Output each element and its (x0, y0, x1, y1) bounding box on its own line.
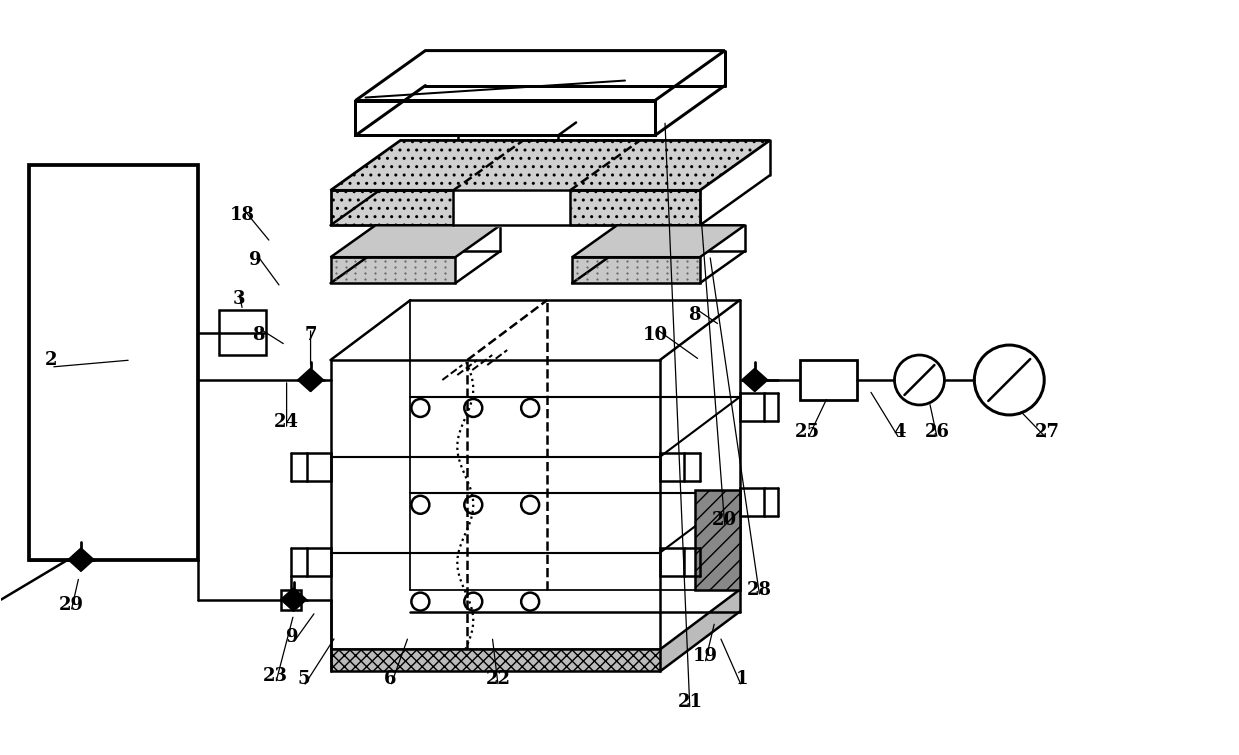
Bar (280, 590, 301, 609)
Text: 20: 20 (712, 510, 737, 528)
Text: 8: 8 (253, 326, 265, 344)
Polygon shape (572, 225, 745, 257)
Bar (356, 100, 655, 135)
Text: 1: 1 (736, 670, 748, 689)
Polygon shape (660, 590, 740, 671)
Bar (331, 257, 455, 283)
Bar (740, 393, 763, 421)
Text: 26: 26 (926, 423, 950, 441)
Text: 4: 4 (893, 423, 906, 441)
Text: 23: 23 (263, 667, 289, 686)
Text: 9: 9 (249, 251, 261, 270)
Text: 10: 10 (642, 326, 668, 344)
Text: 7: 7 (305, 326, 317, 344)
Bar (306, 547, 331, 575)
Text: 5: 5 (297, 670, 310, 689)
Text: 6: 6 (384, 670, 396, 689)
Polygon shape (311, 368, 323, 392)
Text: 21: 21 (678, 693, 703, 711)
Text: 8: 8 (689, 306, 701, 324)
Polygon shape (68, 548, 81, 572)
Polygon shape (81, 548, 94, 572)
Text: 25: 25 (795, 423, 820, 441)
Polygon shape (294, 588, 306, 612)
Text: 9: 9 (286, 627, 299, 646)
Text: 18: 18 (230, 206, 255, 224)
Bar (740, 488, 763, 516)
Polygon shape (331, 225, 501, 257)
Text: 19: 19 (693, 648, 717, 665)
Text: 22: 22 (486, 670, 510, 689)
Text: 29: 29 (58, 596, 83, 614)
Bar (799, 360, 856, 400)
Polygon shape (755, 368, 768, 392)
Bar (306, 453, 331, 481)
Bar (660, 547, 684, 575)
Bar (331, 649, 660, 671)
Bar (219, 310, 265, 355)
Polygon shape (297, 368, 311, 392)
Text: 2: 2 (45, 351, 57, 369)
Bar (28, 165, 198, 559)
Text: 24: 24 (274, 413, 299, 431)
Bar (660, 453, 684, 481)
Polygon shape (695, 490, 740, 590)
Polygon shape (280, 588, 294, 612)
Bar (572, 257, 700, 283)
Bar (331, 190, 700, 225)
Text: 3: 3 (233, 290, 245, 308)
Text: 27: 27 (1035, 423, 1059, 441)
Text: 28: 28 (747, 581, 772, 599)
Polygon shape (742, 368, 755, 392)
Polygon shape (331, 140, 769, 190)
Polygon shape (356, 51, 725, 100)
Polygon shape (453, 190, 570, 226)
